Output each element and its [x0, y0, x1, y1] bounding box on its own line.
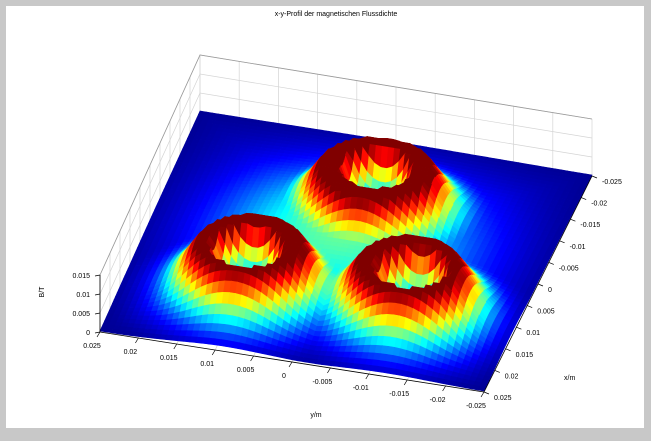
x-tick-label: -0.005 — [559, 265, 579, 272]
y-tick-label: 0 — [282, 373, 286, 380]
x-axis-label: x/m — [564, 375, 575, 382]
y-tick-label: -0.01 — [353, 385, 369, 392]
y-tick-label: 0.005 — [237, 367, 255, 374]
x-tick-label: -0.015 — [580, 222, 600, 229]
y-tick-label: -0.015 — [389, 391, 409, 398]
x-tick-label: 0.015 — [516, 352, 534, 359]
x-tick-label: -0.02 — [591, 201, 607, 208]
y-tick-label: -0.02 — [430, 397, 446, 404]
z-tick-label: 0.015 — [72, 273, 90, 280]
x-tick-label: 0.005 — [537, 309, 555, 316]
y-tick-label: -0.025 — [466, 403, 486, 410]
z-tick-label: 0.01 — [76, 292, 90, 299]
x-tick-label: 0.01 — [526, 330, 540, 337]
z-axis-label: B/T — [39, 286, 46, 298]
y-tick-label: 0.025 — [83, 343, 101, 350]
y-tick-label: 0.02 — [124, 349, 138, 356]
chart-title: x-y-Profil der magnetischen Flussdichte — [275, 11, 398, 18]
x-tick-label: -0.01 — [570, 244, 586, 251]
x-tick-label: 0.02 — [505, 373, 519, 380]
z-tick-label: 0 — [86, 330, 90, 337]
y-tick-label: 0.01 — [200, 361, 214, 368]
x-tick-label: 0.025 — [494, 395, 512, 402]
y-tick-label: -0.005 — [312, 379, 332, 386]
y-axis-label: y/m — [310, 412, 321, 419]
y-tick-label: 0.015 — [160, 355, 178, 362]
x-tick-label: -0.025 — [602, 179, 622, 186]
z-tick-label: 0.005 — [72, 311, 90, 318]
x-tick-label: 0 — [548, 287, 552, 294]
